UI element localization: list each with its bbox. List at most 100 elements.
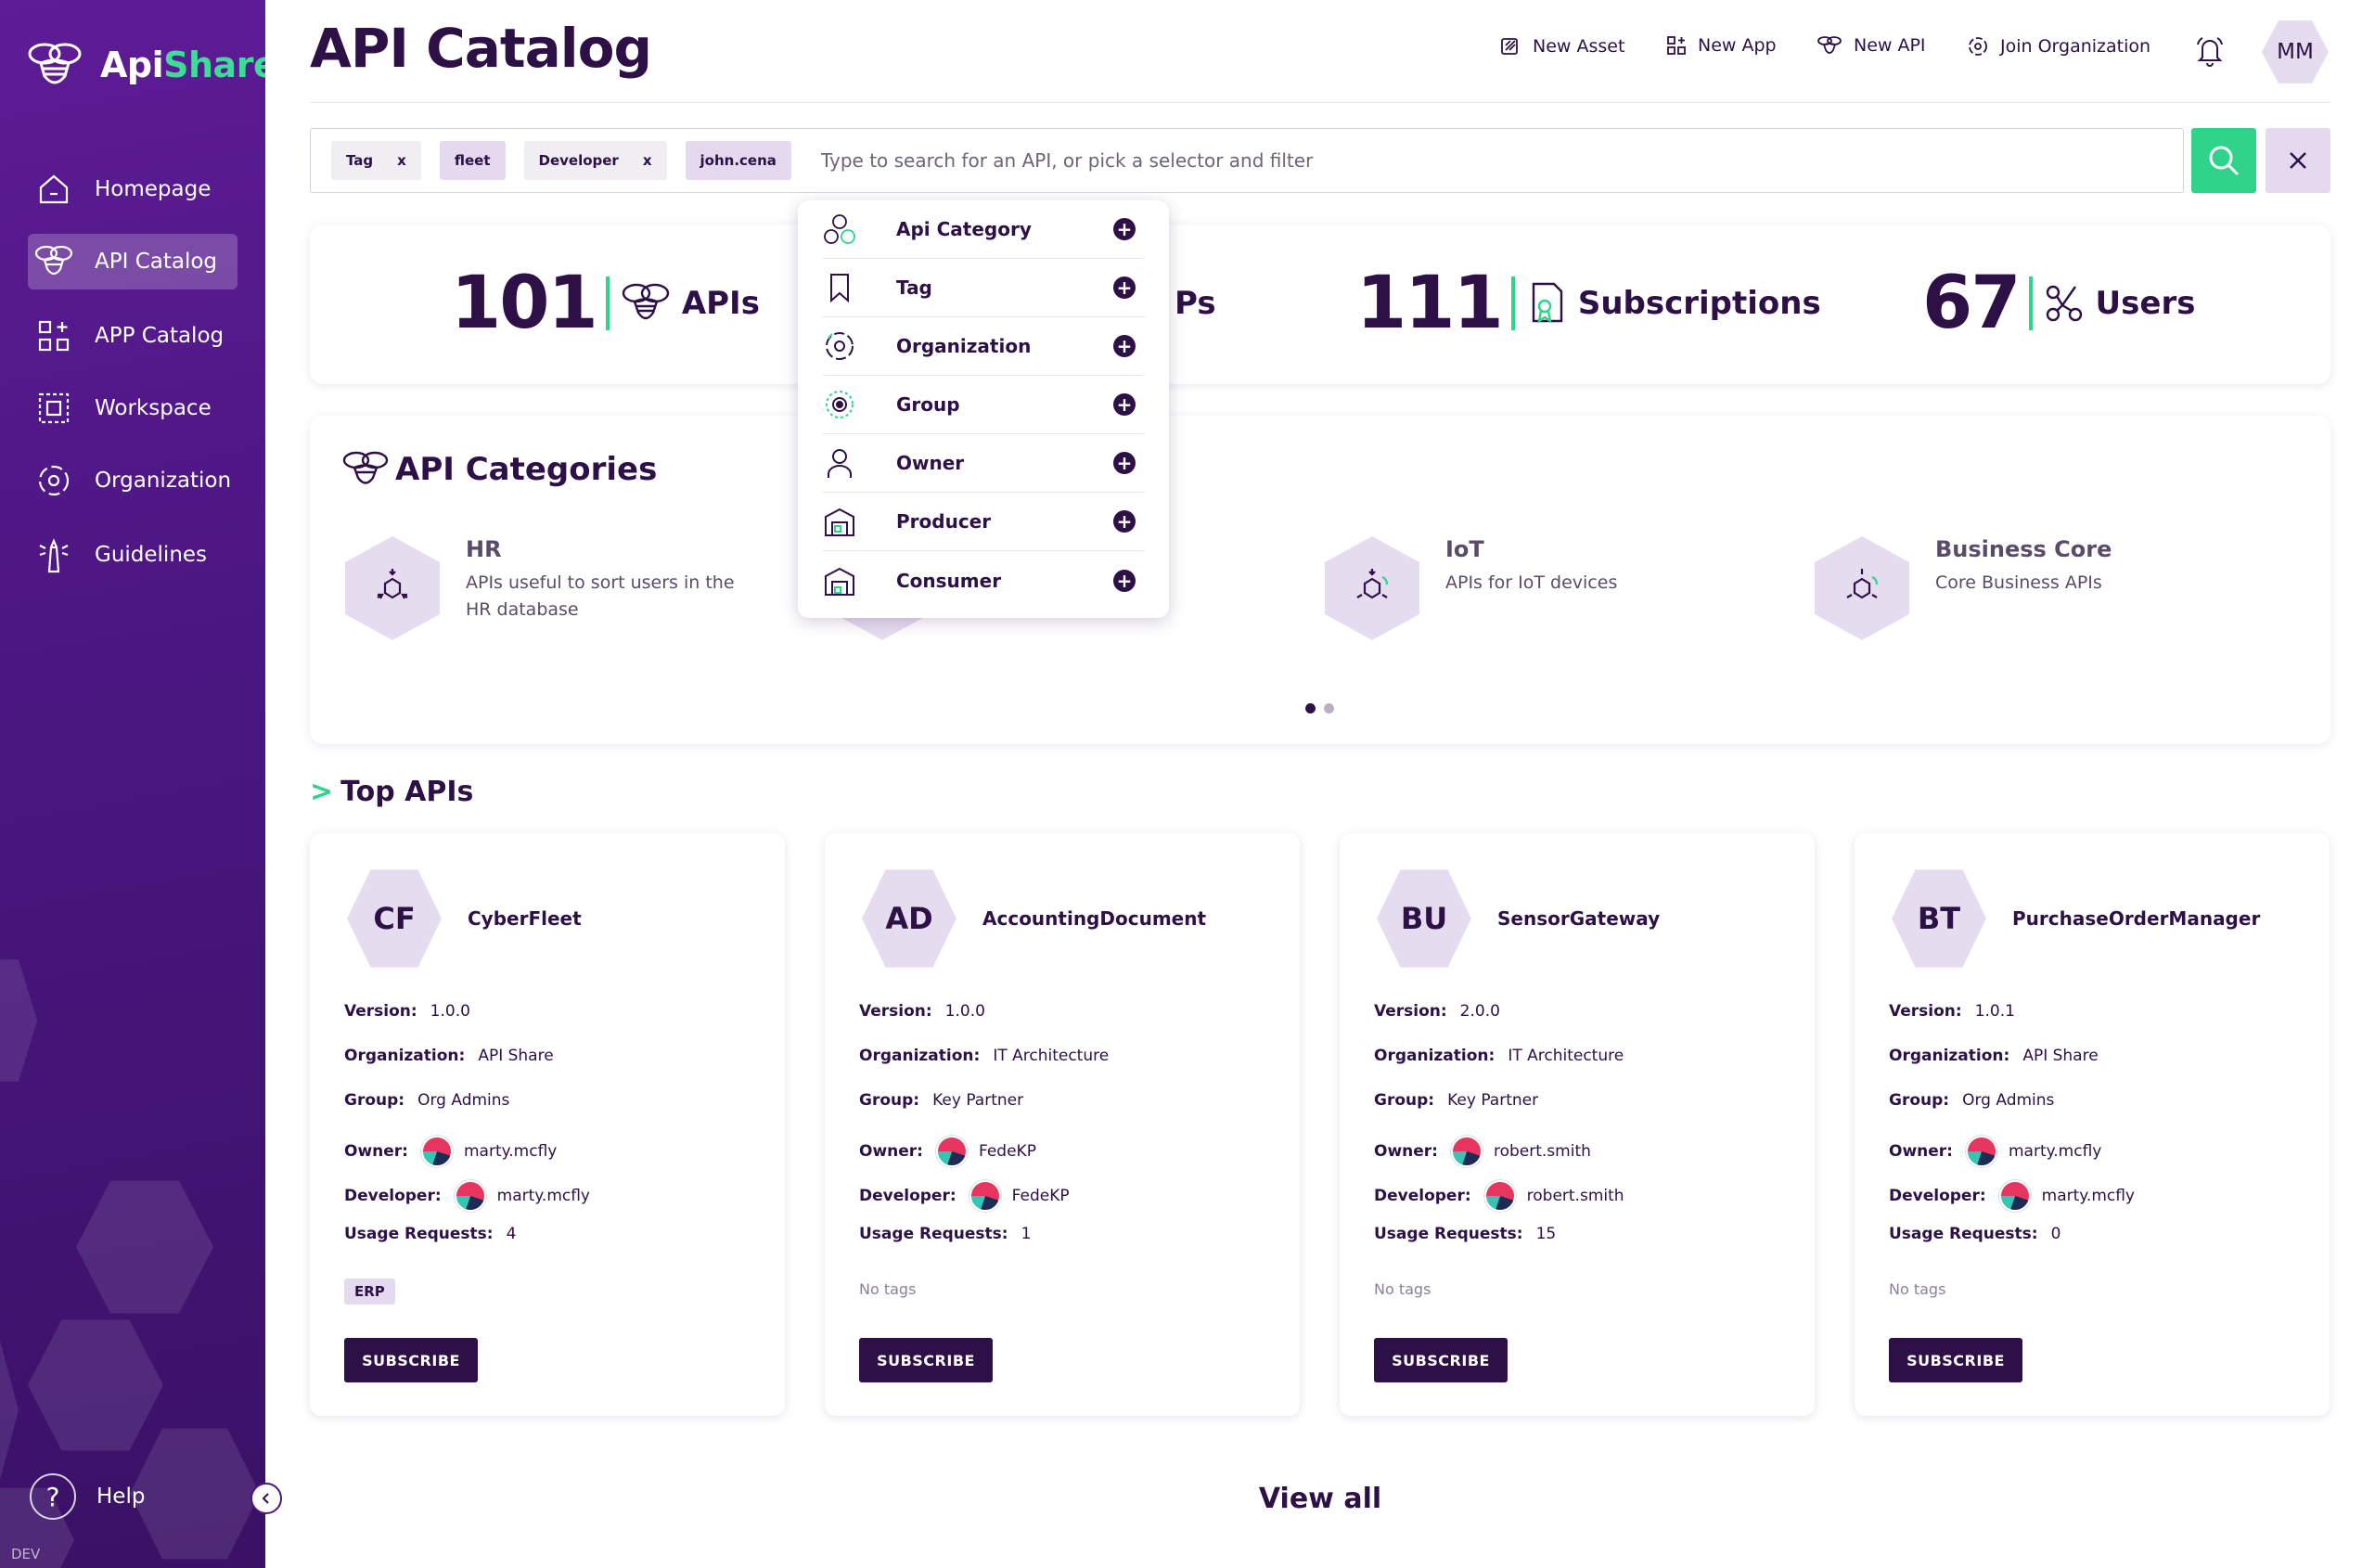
stat-users: 67 Users xyxy=(1922,262,2195,345)
field-value: robert.smith xyxy=(1526,1187,1624,1205)
api-card[interactable]: CF CyberFleet Version: 1.0.0 Organization: AP… xyxy=(310,833,785,1416)
filter-chip-developer[interactable]: Developer x xyxy=(523,141,667,180)
stat-label: Users xyxy=(2095,285,2196,322)
sidebar-item-organization[interactable]: Organization xyxy=(28,453,238,508)
add-icon[interactable]: + xyxy=(1113,452,1136,474)
clear-search-button[interactable] xyxy=(2266,128,2330,193)
new-asset-button[interactable]: New Asset xyxy=(1499,35,1624,58)
user-avatar[interactable]: MM xyxy=(2262,20,2329,84)
selector-item-tag[interactable]: Tag + xyxy=(822,259,1145,317)
user-avatar xyxy=(1998,1180,2031,1212)
sidebar-item-app-catalog[interactable]: APP Catalog xyxy=(28,308,238,364)
filter-chip-value[interactable]: fleet xyxy=(439,141,506,180)
subscribe-button[interactable]: SUBSCRIBE xyxy=(1889,1338,2022,1382)
api-card[interactable]: BU SensorGateway Version: 2.0.0 Organization… xyxy=(1340,833,1815,1416)
decor-hexagon xyxy=(0,1340,19,1481)
field-value: FedeKP xyxy=(1011,1187,1070,1205)
sidebar-item-label: Homepage xyxy=(95,177,212,201)
add-icon[interactable]: + xyxy=(1113,218,1136,240)
api-card[interactable]: AD AccountingDocument Version: 1.0.0 Organiz… xyxy=(825,833,1300,1416)
add-icon[interactable]: + xyxy=(1113,393,1136,416)
notifications-button[interactable] xyxy=(2195,35,2225,71)
api-name[interactable]: CyberFleet xyxy=(468,907,582,930)
category-card[interactable]: IoT APIs for IoT devices xyxy=(1325,536,1714,640)
no-tags-text: No tags xyxy=(1889,1280,1946,1298)
chip-label: Tag xyxy=(346,152,374,169)
api-version-row: Version: 1.0.0 xyxy=(344,1002,470,1021)
help-button[interactable]: ? Help xyxy=(30,1473,145,1520)
stat-apps: Ps xyxy=(1163,262,1216,345)
filter-chip-tag[interactable]: Tag x xyxy=(331,141,421,180)
search-bar[interactable]: Tag x fleet Developer x john.cena xyxy=(310,128,2184,193)
field-value: Key Partner xyxy=(1447,1091,1539,1110)
api-name[interactable]: AccountingDocument xyxy=(982,907,1207,930)
selector-item-consumer[interactable]: Consumer + xyxy=(822,551,1145,610)
category-title: HR xyxy=(466,536,502,562)
filter-chip-value[interactable]: john.cena xyxy=(685,141,791,180)
selector-item-group[interactable]: Group + xyxy=(822,376,1145,434)
subscribe-button[interactable]: SUBSCRIBE xyxy=(1374,1338,1508,1382)
selector-item-producer[interactable]: Producer + xyxy=(822,493,1145,551)
new-app-button[interactable]: New App xyxy=(1666,35,1777,56)
lighthouse-icon xyxy=(33,534,74,575)
selector-label: Consumer xyxy=(896,569,1002,592)
asset-icon xyxy=(1501,38,1518,55)
category-card[interactable]: HR APIs useful to sort users in the HR d… xyxy=(345,536,735,640)
field-value: 0 xyxy=(2050,1225,2061,1243)
field-label: Developer: xyxy=(1374,1187,1471,1205)
app-icon xyxy=(1667,36,1686,55)
add-icon[interactable]: + xyxy=(1113,276,1136,299)
subscribe-button[interactable]: SUBSCRIBE xyxy=(859,1338,993,1382)
join-organization-button[interactable]: Join Organization xyxy=(1967,35,2150,58)
top-apis-heading: > Top APIs xyxy=(310,776,473,808)
category-card[interactable]: Business Core Core Business APIs xyxy=(1815,536,2204,640)
api-categories-title: API Categories xyxy=(395,451,658,488)
add-icon[interactable]: + xyxy=(1113,569,1136,592)
selector-item-owner[interactable]: Owner + xyxy=(822,434,1145,493)
carousel-dot[interactable] xyxy=(1324,703,1334,713)
search-input[interactable] xyxy=(820,133,2183,188)
search-button[interactable] xyxy=(2191,128,2256,193)
field-value: marty.mcfly xyxy=(463,1142,558,1161)
header-divider xyxy=(310,102,2330,103)
field-label: Organization: xyxy=(1889,1047,2010,1065)
subscribe-button[interactable]: SUBSCRIBE xyxy=(344,1338,478,1382)
add-icon[interactable]: + xyxy=(1113,510,1136,533)
user-avatar xyxy=(1965,1136,1997,1167)
selector-label: Tag xyxy=(896,276,932,299)
selector-dropdown: Api Category + Tag + Organization + Grou… xyxy=(798,200,1169,618)
field-value: 1.0.1 xyxy=(1974,1002,2015,1021)
chevron-right-icon: > xyxy=(310,776,334,808)
bee-icon xyxy=(622,283,670,320)
sidebar-item-api-catalog[interactable]: API Catalog xyxy=(28,234,238,289)
sidebar-item-label: Guidelines xyxy=(95,543,208,567)
environment-label: DEV xyxy=(11,1546,41,1562)
sidebar-item-homepage[interactable]: Homepage xyxy=(28,161,238,217)
stat-divider xyxy=(2028,276,2033,330)
app-logo[interactable]: ApiShare xyxy=(24,39,265,91)
sidebar-item-guidelines[interactable]: Guidelines xyxy=(28,527,238,583)
view-all-link[interactable]: View all xyxy=(1258,1483,1382,1515)
join-organization-label: Join Organization xyxy=(2000,36,2151,57)
api-card[interactable]: BT PurchaseOrderManager Version: 1.0.1 Organ… xyxy=(1855,833,2330,1416)
field-label: Developer: xyxy=(344,1187,442,1205)
collapse-sidebar-button[interactable] xyxy=(250,1483,282,1514)
field-value: FedeKP xyxy=(978,1142,1036,1161)
field-value: Key Partner xyxy=(932,1091,1024,1110)
selector-item-organization[interactable]: Organization + xyxy=(822,317,1145,376)
carousel-dot-active[interactable] xyxy=(1305,703,1316,713)
user-avatar xyxy=(935,1136,968,1167)
api-tag[interactable]: ERP xyxy=(344,1279,395,1305)
remove-chip-icon[interactable]: x xyxy=(642,152,652,169)
remove-chip-icon[interactable]: x xyxy=(397,152,406,169)
sidebar-item-label: APP Catalog xyxy=(95,324,225,348)
category-title: IoT xyxy=(1445,536,1484,562)
sidebar-item-workspace[interactable]: Workspace xyxy=(28,380,238,436)
add-icon[interactable]: + xyxy=(1113,335,1136,357)
stat-apis: 101 APIs xyxy=(451,262,760,345)
user-avatar xyxy=(969,1180,1001,1212)
api-name[interactable]: SensorGateway xyxy=(1497,907,1661,930)
selector-item-api-category[interactable]: Api Category + xyxy=(822,200,1145,259)
new-api-button[interactable]: New API xyxy=(1817,35,1926,56)
api-name[interactable]: PurchaseOrderManager xyxy=(2012,907,2261,930)
